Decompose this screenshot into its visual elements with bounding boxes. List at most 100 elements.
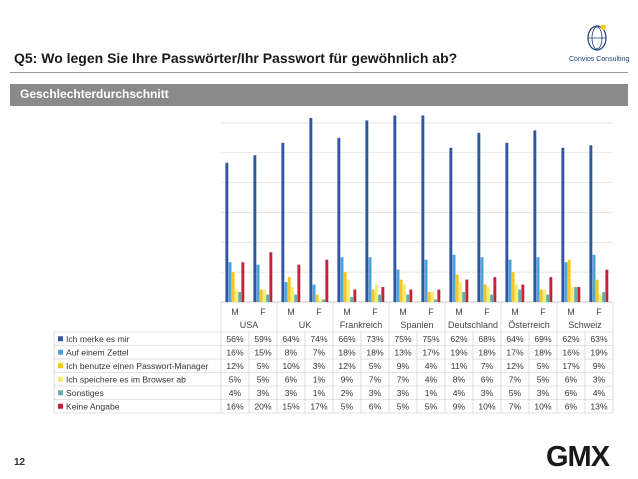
- legend-swatch-5: [58, 390, 63, 396]
- data-label-5-4: 1%: [313, 388, 326, 398]
- bar-6-13: [577, 287, 581, 302]
- convios-logo-icon: [586, 22, 608, 52]
- bar-6-11: [521, 284, 525, 302]
- bar-3-14: [595, 279, 599, 302]
- bar-5-5: [350, 297, 354, 302]
- bar-3-11: [511, 272, 515, 302]
- bar-4-9: [459, 282, 462, 302]
- data-label-6-6: 6%: [369, 401, 382, 411]
- data-label-4-4: 1%: [313, 374, 326, 384]
- tick-label-1: M: [231, 307, 239, 317]
- bar-5-1: [238, 292, 242, 302]
- bar-2-10: [480, 257, 484, 302]
- legend-swatch-4: [58, 376, 63, 382]
- bar-4-3: [291, 287, 294, 302]
- bar-1-12: [533, 130, 537, 302]
- data-label-3-12: 5%: [537, 361, 550, 371]
- data-label-4-14: 3%: [593, 374, 606, 384]
- page-number: 12: [14, 457, 26, 468]
- data-label-6-9: 9%: [453, 401, 466, 411]
- data-label-5-10: 3%: [481, 388, 494, 398]
- bar-3-7: [399, 279, 403, 302]
- bar-2-6: [368, 257, 372, 302]
- data-label-5-12: 3%: [537, 388, 550, 398]
- bar-2-1: [228, 262, 232, 302]
- data-label-4-13: 6%: [565, 374, 578, 384]
- data-label-2-10: 18%: [478, 347, 496, 357]
- data-label-3-8: 4%: [425, 361, 438, 371]
- bar-3-3: [287, 277, 291, 302]
- bar-6-7: [409, 289, 413, 302]
- bar-1-13: [561, 147, 565, 302]
- data-label-5-14: 4%: [593, 388, 606, 398]
- bar-2-11: [508, 259, 512, 302]
- data-label-3-13: 17%: [562, 361, 580, 371]
- bar-4-11: [515, 284, 518, 302]
- bar-3-8: [427, 292, 431, 302]
- tick-label-12: F: [540, 307, 546, 317]
- bar-4-7: [403, 284, 406, 302]
- data-label-3-6: 5%: [369, 361, 382, 371]
- bar-6-12: [549, 277, 553, 302]
- tick-label-9: M: [455, 307, 463, 317]
- bar-6-3: [297, 264, 301, 302]
- tick-label-2: F: [260, 307, 266, 317]
- data-label-3-5: 12%: [338, 361, 356, 371]
- data-label-5-2: 3%: [257, 388, 270, 398]
- data-label-4-2: 5%: [257, 374, 270, 384]
- bar-5-6: [378, 294, 382, 302]
- data-label-6-13: 6%: [565, 401, 578, 411]
- bar-3-2: [259, 289, 263, 302]
- bar-5-10: [490, 294, 494, 302]
- bar-6-10: [493, 277, 497, 302]
- data-label-6-14: 13%: [590, 401, 608, 411]
- legend-swatch-1: [58, 336, 63, 342]
- bar-3-12: [539, 289, 543, 302]
- gmx-logo: GMX: [546, 441, 610, 473]
- data-label-1-5: 66%: [338, 334, 356, 344]
- data-label-5-7: 3%: [397, 388, 410, 398]
- bar-5-2: [266, 294, 270, 302]
- data-label-3-1: 12%: [226, 361, 244, 371]
- data-label-1-13: 62%: [562, 334, 580, 344]
- data-label-6-3: 15%: [282, 401, 300, 411]
- tick-label-6: F: [372, 307, 378, 317]
- tick-label-3: M: [287, 307, 295, 317]
- group-label-5: Deutschland: [448, 320, 498, 330]
- data-label-2-3: 8%: [285, 347, 298, 357]
- data-label-4-6: 7%: [369, 374, 382, 384]
- data-label-3-7: 9%: [397, 361, 410, 371]
- bar-6-4: [325, 259, 329, 302]
- data-label-1-8: 75%: [422, 334, 440, 344]
- bar-5-12: [546, 294, 550, 302]
- data-label-1-14: 63%: [590, 334, 608, 344]
- data-label-3-3: 10%: [282, 361, 300, 371]
- legend-label-2: Auf einem Zettel: [66, 347, 129, 357]
- data-label-5-8: 1%: [425, 388, 438, 398]
- data-label-2-4: 7%: [313, 347, 326, 357]
- bar-1-7: [393, 115, 397, 303]
- bar-5-11: [518, 289, 522, 302]
- bar-2-12: [536, 257, 540, 302]
- data-label-5-13: 6%: [565, 388, 578, 398]
- bar-6-1: [241, 262, 245, 302]
- data-label-5-6: 3%: [369, 388, 382, 398]
- bar-4-14: [599, 294, 602, 302]
- bar-1-1: [225, 162, 229, 302]
- data-label-5-5: 2%: [341, 388, 354, 398]
- data-label-5-1: 4%: [229, 388, 242, 398]
- page-title: Q5: Wo legen Sie Ihre Passwörter/Ihr Pas…: [14, 50, 458, 66]
- data-label-6-2: 20%: [254, 401, 272, 411]
- tick-label-8: F: [428, 307, 434, 317]
- bar-2-8: [424, 259, 428, 302]
- bar-5-4: [322, 299, 326, 302]
- legend-label-3: Ich benutze einen Passwort-Manager: [66, 361, 208, 371]
- tick-label-5: M: [343, 307, 351, 317]
- title-divider: [10, 72, 628, 73]
- chart-subtitle: Geschlechterdurchschnitt: [20, 87, 169, 101]
- data-label-2-2: 15%: [254, 347, 272, 357]
- data-label-5-3: 3%: [285, 388, 298, 398]
- bar-6-2: [269, 252, 273, 302]
- data-label-1-3: 64%: [282, 334, 300, 344]
